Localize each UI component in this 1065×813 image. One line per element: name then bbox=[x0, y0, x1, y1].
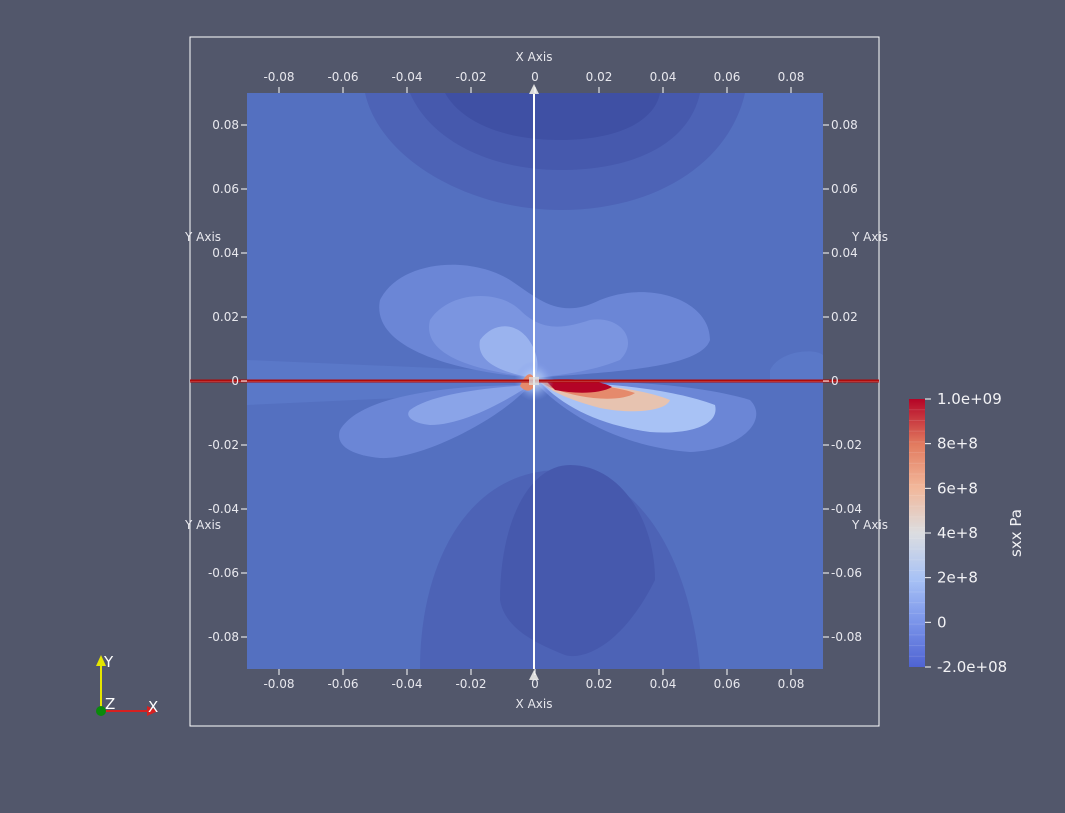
x-tick-label-bottom: 0.02 bbox=[586, 677, 613, 691]
axes-ticks: -0.08 -0.08 -0.08 -0.08 -0.06 -0.06 -0.06 -0.06… bbox=[208, 70, 862, 691]
x-arrow-head-icon bbox=[147, 706, 158, 716]
y-axis-title-right-upper: Y Axis bbox=[851, 230, 888, 244]
y-tick-label-right: 0.06 bbox=[831, 182, 858, 196]
color-legend-label: 0 bbox=[937, 613, 947, 631]
y-tick-label-right: -0.06 bbox=[831, 566, 862, 580]
y-tick-label-right: -0.02 bbox=[831, 438, 862, 452]
color-legend-bands bbox=[909, 409, 925, 657]
y-axis-label: Y bbox=[103, 653, 114, 671]
y-axis-title-left-upper: Y Axis bbox=[184, 230, 221, 244]
y-tick-label-left: 0.02 bbox=[212, 310, 239, 324]
x-axis-title-bottom: X Axis bbox=[516, 697, 553, 711]
color-legend-label: 2e+8 bbox=[937, 569, 978, 587]
color-legend-label: 8e+8 bbox=[937, 435, 978, 453]
y-tick-label-left: -0.04 bbox=[208, 502, 239, 516]
x-tick-label-top: -0.04 bbox=[391, 70, 422, 84]
x-tick-label-bottom: 0 bbox=[531, 677, 539, 691]
x-tick-label-top: 0.02 bbox=[586, 70, 613, 84]
y-tick-label-left: -0.08 bbox=[208, 630, 239, 644]
crack-tip-marker bbox=[529, 377, 539, 385]
y-tick-label-left: 0.08 bbox=[212, 118, 239, 132]
color-legend-labels: 1.0e+09 8e+8 6e+8 4e+8 2e+8 0 -2.0e+08 bbox=[925, 390, 1007, 676]
y-axis-title-right-lower: Y Axis bbox=[851, 518, 888, 532]
x-tick-label-top: 0.08 bbox=[778, 70, 805, 84]
y-arrow-head-icon bbox=[96, 655, 106, 666]
x-tick-label-top: 0 bbox=[531, 70, 539, 84]
color-legend-label: 1.0e+09 bbox=[937, 390, 1002, 408]
x-tick-label-bottom: 0.06 bbox=[714, 677, 741, 691]
y-tick-label-left: -0.06 bbox=[208, 566, 239, 580]
orientation-axes[interactable]: Y Z X bbox=[96, 653, 158, 716]
x-tick-label-bottom: -0.02 bbox=[455, 677, 486, 691]
y-tick-label-left: 0.06 bbox=[212, 182, 239, 196]
y-tick-label-left: 0 bbox=[231, 374, 239, 388]
color-legend[interactable]: 1.0e+09 8e+8 6e+8 4e+8 2e+8 0 -2.0e+08 sxx Pa bbox=[909, 390, 1025, 676]
y-tick-label-right: 0 bbox=[831, 374, 839, 388]
y-tick-label-right: 0.02 bbox=[831, 310, 858, 324]
x-tick-label-top: -0.06 bbox=[327, 70, 358, 84]
y-tick-label-right: 0.08 bbox=[831, 118, 858, 132]
color-legend-label: -2.0e+08 bbox=[937, 658, 1007, 676]
y-tick-label-right: -0.08 bbox=[831, 630, 862, 644]
z-axis-dot-icon bbox=[96, 706, 106, 716]
y-tick-label-right: 0.04 bbox=[831, 246, 858, 260]
x-tick-label-bottom: -0.08 bbox=[263, 677, 294, 691]
x-tick-label-top: -0.08 bbox=[263, 70, 294, 84]
x-tick-label-top: 0.06 bbox=[714, 70, 741, 84]
x-tick-label-top: -0.02 bbox=[455, 70, 486, 84]
color-legend-label: 4e+8 bbox=[937, 524, 978, 542]
z-axis-label: Z bbox=[105, 695, 115, 713]
x-axis-label: X bbox=[148, 698, 158, 716]
y-axis-title-left-lower: Y Axis bbox=[184, 518, 221, 532]
color-legend-label: 6e+8 bbox=[937, 479, 978, 497]
x-axis-title-top: X Axis bbox=[516, 50, 553, 64]
color-legend-bar bbox=[909, 399, 925, 667]
top-marker-icon bbox=[529, 84, 539, 94]
x-tick-label-bottom: 0.08 bbox=[778, 677, 805, 691]
y-tick-label-left: -0.02 bbox=[208, 438, 239, 452]
x-tick-label-bottom: 0.04 bbox=[650, 677, 677, 691]
x-tick-label-top: 0.04 bbox=[650, 70, 677, 84]
x-tick-label-bottom: -0.06 bbox=[327, 677, 358, 691]
y-tick-label-right: -0.04 bbox=[831, 502, 862, 516]
x-tick-label-bottom: -0.04 bbox=[391, 677, 422, 691]
color-legend-title: sxx Pa bbox=[1007, 509, 1025, 557]
y-tick-label-left: 0.04 bbox=[212, 246, 239, 260]
bottom-marker-icon bbox=[529, 670, 539, 680]
